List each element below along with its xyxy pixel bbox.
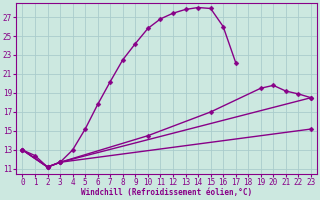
X-axis label: Windchill (Refroidissement éolien,°C): Windchill (Refroidissement éolien,°C) xyxy=(81,188,252,197)
